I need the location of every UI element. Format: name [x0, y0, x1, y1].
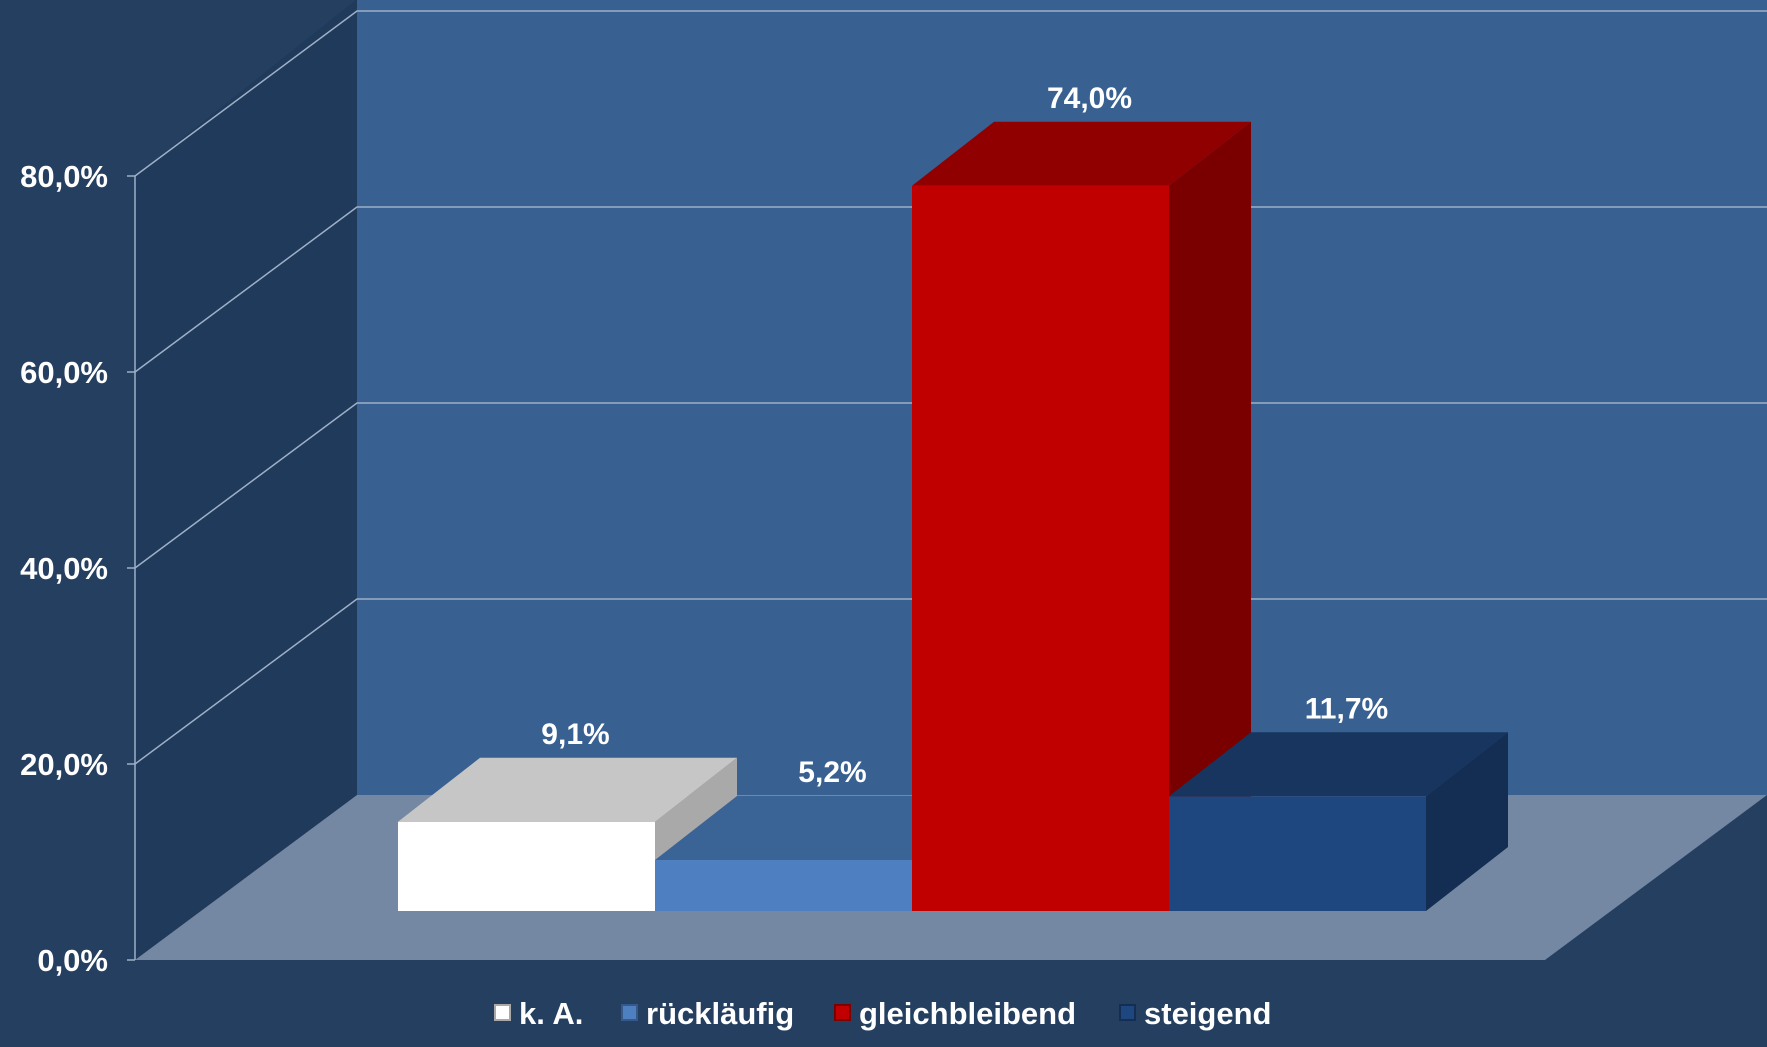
data-label-4: 11,7%: [1305, 692, 1388, 725]
bar-top: [398, 757, 737, 822]
bar-top: [1169, 732, 1508, 797]
bar-front: [912, 185, 1169, 912]
bar-4: [1169, 732, 1508, 911]
legend: k. A. rückläufig gleichbleibend steigend: [494, 996, 1271, 1031]
bar-front: [655, 860, 912, 911]
data-label-1: 9,1%: [541, 718, 609, 751]
legend-swatch: [621, 1004, 638, 1021]
bar-front: [398, 821, 655, 911]
bar-front: [1169, 796, 1426, 911]
legend-swatch: [494, 1004, 511, 1021]
bar-top: [655, 796, 994, 860]
legend-item-2: rückläufig: [621, 996, 794, 1031]
legend-swatch: [1119, 1004, 1136, 1021]
y-tick-label: 60,0%: [20, 355, 108, 390]
gridline-60: [134, 206, 1767, 373]
gridlines: [134, 10, 1767, 765]
gridline-80: [134, 10, 1767, 177]
legend-item-3: gleichbleibend: [834, 996, 1076, 1031]
legend-label: k. A.: [519, 996, 583, 1031]
bar-side: [1169, 121, 1251, 912]
legend-label: gleichbleibend: [859, 996, 1076, 1031]
bar-3: [912, 121, 1251, 912]
y-tick-label: 40,0%: [20, 551, 108, 586]
data-label-3: 74,0%: [1047, 82, 1132, 115]
y-tick-label: 20,0%: [20, 747, 108, 782]
gridline-20: [134, 598, 1767, 765]
side-wall: [135, 0, 357, 960]
data-label-2: 5,2%: [798, 756, 866, 789]
y-axis: 0,0% 20,0% 40,0% 60,0% 80,0%: [20, 159, 135, 978]
bar-top: [912, 121, 1251, 186]
legend-swatch: [834, 1004, 851, 1021]
bar-side: [1426, 732, 1508, 911]
legend-item-4: steigend: [1119, 996, 1271, 1031]
gridline-40: [134, 402, 1767, 569]
data-labels: 9,1% 5,2% 74,0% 11,7%: [541, 82, 1388, 789]
y-tick-label: 80,0%: [20, 159, 108, 194]
legend-label: rückläufig: [646, 996, 794, 1031]
legend-label: steigend: [1144, 996, 1271, 1031]
bars: [398, 121, 1508, 912]
legend-item-1: k. A.: [494, 996, 583, 1031]
y-tick-label: 0,0%: [37, 943, 108, 978]
